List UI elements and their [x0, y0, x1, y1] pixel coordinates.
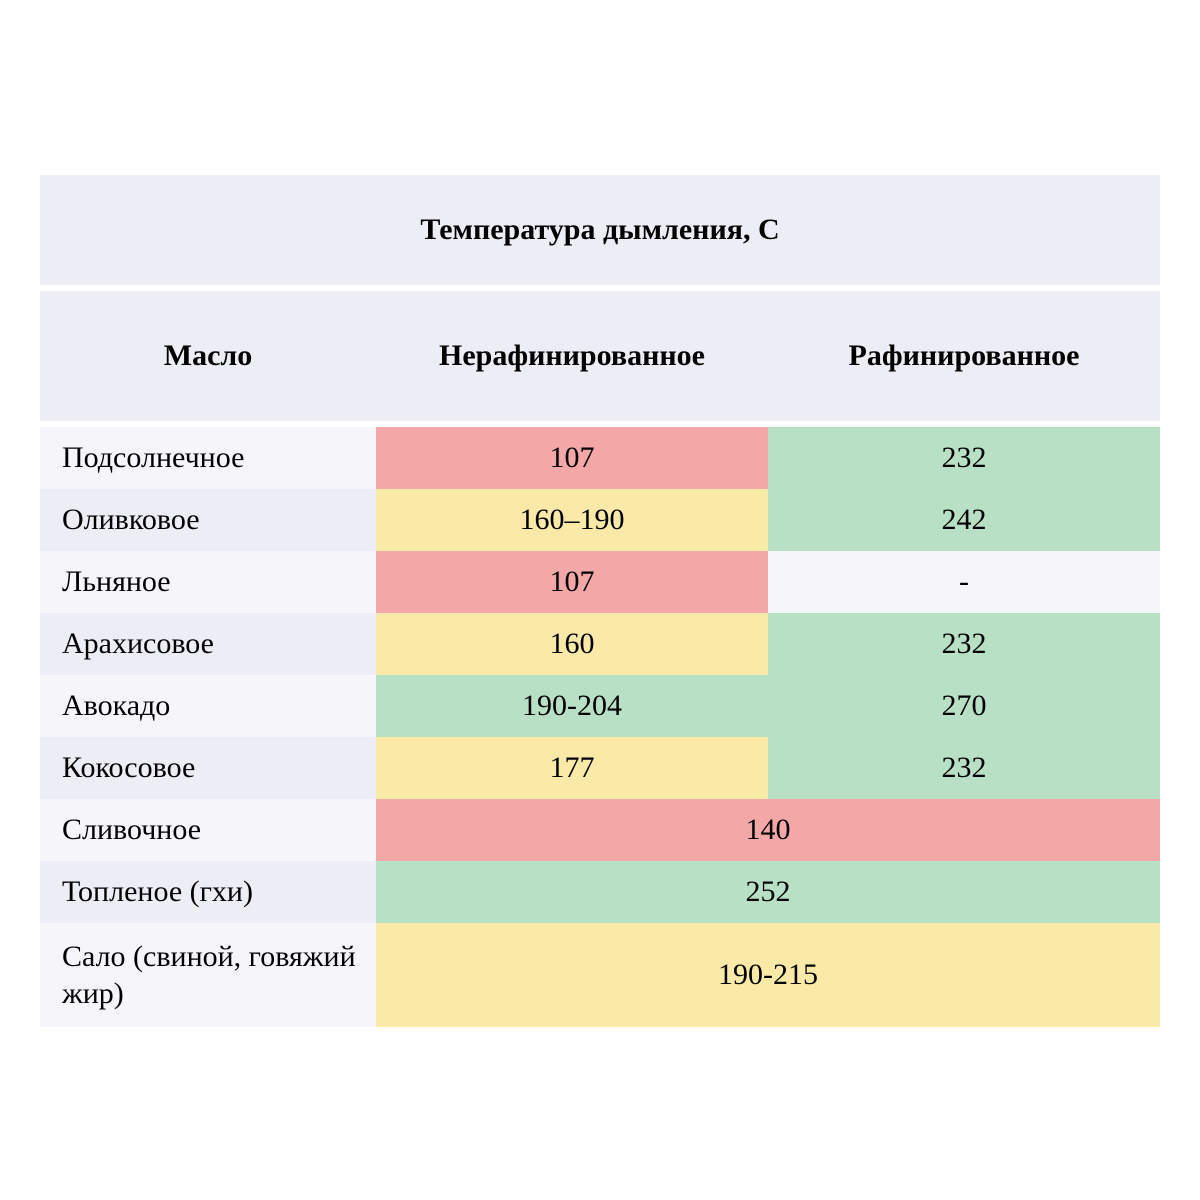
table-title: Температура дымления, С	[40, 175, 1160, 285]
value-cell-merged: 140	[376, 799, 1160, 861]
oil-name-cell: Топленое (гхи)	[40, 861, 376, 923]
oil-name-cell: Льняное	[40, 551, 376, 613]
table-row: Кокосовое177232	[40, 737, 1160, 799]
table-row: Льняное107-	[40, 551, 1160, 613]
column-header: Масло	[40, 291, 376, 421]
column-header: Нерафинированное	[376, 291, 768, 421]
oil-name-cell: Оливковое	[40, 489, 376, 551]
value-cell-unrefined: 107	[376, 427, 768, 489]
value-cell-refined: 270	[768, 675, 1160, 737]
oil-name-cell: Авокадо	[40, 675, 376, 737]
table-row: Арахисовое160232	[40, 613, 1160, 675]
column-header: Рафинированное	[768, 291, 1160, 421]
value-cell-refined: 232	[768, 737, 1160, 799]
oil-name-cell: Подсолнечное	[40, 427, 376, 489]
oil-name-cell: Кокосовое	[40, 737, 376, 799]
value-cell-refined: 242	[768, 489, 1160, 551]
smoke-point-table: Температура дымления, СМаслоНерафинирова…	[40, 175, 1160, 1027]
value-cell-unrefined: 160–190	[376, 489, 768, 551]
value-cell-unrefined: 190-204	[376, 675, 768, 737]
value-cell-merged: 252	[376, 861, 1160, 923]
table-row: Авокадо190-204270	[40, 675, 1160, 737]
value-cell-unrefined: 107	[376, 551, 768, 613]
value-cell-unrefined: 177	[376, 737, 768, 799]
table-row: Топленое (гхи)252	[40, 861, 1160, 923]
value-cell-refined: 232	[768, 427, 1160, 489]
table-row: Сало (свиной, говяжий жир)190-215	[40, 923, 1160, 1027]
canvas: Температура дымления, СМаслоНерафинирова…	[0, 0, 1200, 1200]
value-cell-merged: 190-215	[376, 923, 1160, 1027]
value-cell-refined: -	[768, 551, 1160, 613]
oil-name-cell: Сало (свиной, говяжий жир)	[40, 923, 376, 1027]
value-cell-refined: 232	[768, 613, 1160, 675]
table-row: Оливковое160–190242	[40, 489, 1160, 551]
oil-name-cell: Арахисовое	[40, 613, 376, 675]
table-row: Сливочное140	[40, 799, 1160, 861]
oil-name-cell: Сливочное	[40, 799, 376, 861]
table-row: Подсолнечное107232	[40, 427, 1160, 489]
value-cell-unrefined: 160	[376, 613, 768, 675]
